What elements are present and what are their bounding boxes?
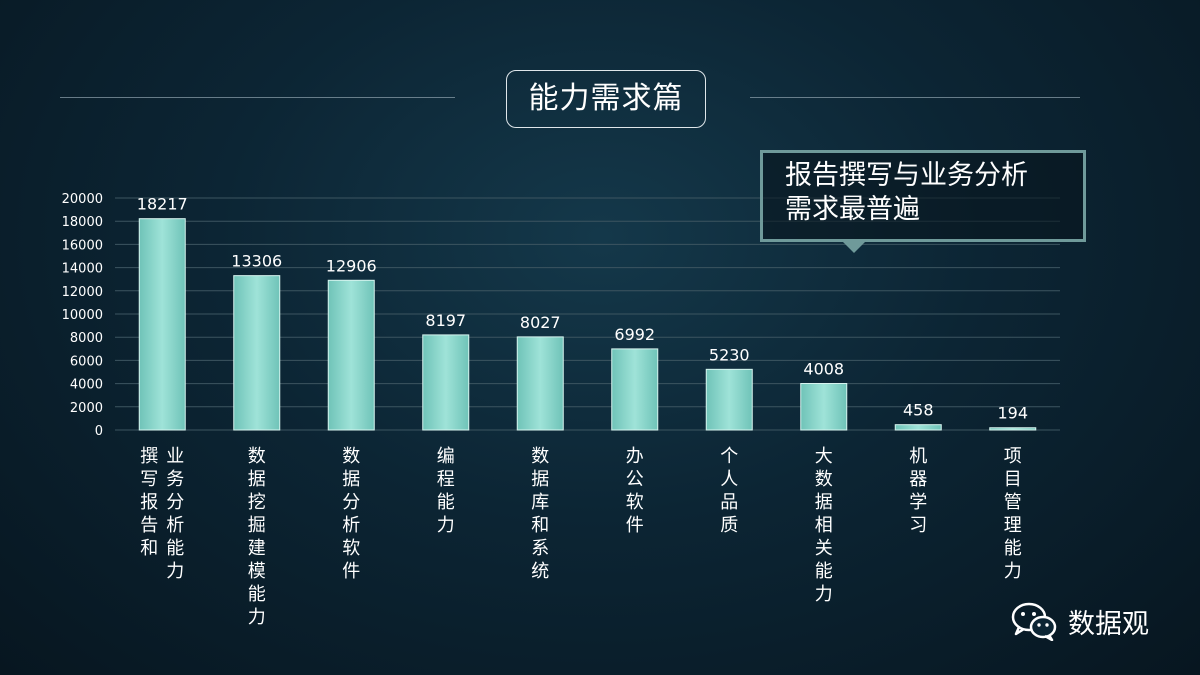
brand-name: 数据观 (1068, 608, 1149, 640)
bar (894, 424, 942, 431)
x-tick-label: 项目管理能力 (1004, 446, 1022, 582)
y-tick-label: 8000 (70, 331, 103, 346)
y-tick-label: 12000 (62, 285, 103, 300)
y-tick-label: 14000 (62, 262, 103, 277)
data-label: 13306 (231, 252, 282, 271)
bar (233, 275, 281, 431)
x-tick-label: 数据库和系统 (531, 446, 549, 582)
callout-line-1: 报告撰写与业务分析 (785, 160, 1028, 191)
data-label: 5230 (709, 345, 750, 364)
y-tick-label: 6000 (70, 354, 103, 369)
x-tick-label: 机器学习 (909, 446, 927, 536)
data-label: 12906 (326, 256, 377, 275)
y-tick-label: 10000 (62, 308, 103, 323)
wechat-icon (1011, 602, 1057, 641)
x-tick-label: 大数据相关能力 (815, 446, 833, 605)
bar (327, 279, 375, 431)
data-label: 8197 (425, 311, 466, 330)
x-tick-label: 数据分析软件 (342, 446, 360, 582)
bar (705, 368, 753, 431)
x-tick-label: 撰写报告和 (140, 446, 158, 559)
x-tick-label: 数据挖掘建模能力 (248, 446, 266, 628)
bar (422, 334, 470, 431)
title-area: 能力需求篇 (0, 70, 1200, 132)
page-title: 能力需求篇 (506, 70, 706, 128)
bar (138, 218, 186, 431)
data-label: 458 (903, 401, 934, 420)
data-label: 8027 (520, 313, 561, 332)
bar (611, 348, 659, 431)
y-tick-label: 2000 (70, 401, 103, 416)
x-tick-label: 个人品质 (720, 446, 738, 536)
bar (516, 336, 564, 431)
data-label: 4008 (803, 360, 844, 379)
y-tick-label: 20000 (62, 192, 103, 207)
y-tick-label: 18000 (62, 215, 103, 230)
bar (989, 427, 1037, 431)
data-label: 6992 (614, 325, 655, 344)
title-divider-right (750, 97, 1080, 98)
title-divider-left (60, 97, 455, 98)
y-tick-label: 16000 (62, 238, 103, 253)
x-tick-label: 办公软件 (626, 446, 644, 536)
brand-badge: 数据观 (1010, 597, 1149, 645)
callout-line-2: 需求最普遍 (785, 194, 920, 225)
callout-pointer (840, 239, 868, 253)
x-tick-label: 编程能力 (437, 446, 455, 536)
x-tick-label: 业务分析能力 (166, 446, 184, 582)
y-tick-label: 0 (95, 424, 103, 439)
callout-box: 报告撰写与业务分析 需求最普遍 (760, 150, 1086, 242)
y-tick-label: 4000 (70, 378, 103, 393)
bar (800, 383, 848, 431)
data-label: 194 (997, 404, 1028, 423)
data-label: 18217 (137, 195, 188, 214)
